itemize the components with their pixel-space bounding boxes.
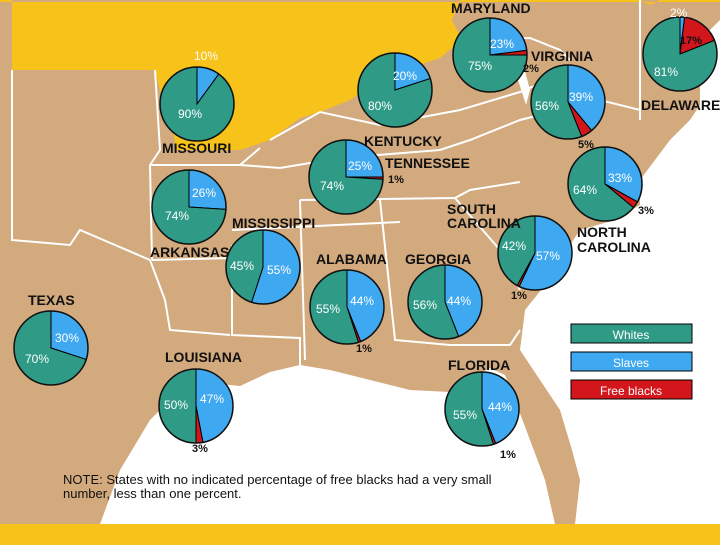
pie-label-whites-texas: 70% — [25, 352, 49, 366]
state-name-north-carolina: NORTH CAROLINA — [577, 224, 651, 255]
pie-texas: 70% 30% — [13, 310, 89, 386]
note-line-2: number, less than one percent. — [63, 486, 242, 501]
pie-label-whites-georgia: 56% — [413, 298, 437, 312]
pie-outline — [309, 269, 385, 345]
legend-slaves-swatch — [570, 351, 693, 372]
legend-free-blacks-swatch — [570, 379, 693, 400]
pie-label-free-north-carolina: 3% — [638, 205, 654, 217]
pie-label-whites-louisiana: 50% — [164, 398, 188, 412]
pie-label-free-florida: 1% — [500, 449, 516, 461]
pie-outline — [530, 64, 606, 140]
pie-south-carolina: 42% 57% 1% — [497, 215, 573, 302]
state-name-virginia: VIRGINIA — [531, 48, 593, 64]
pie-label-slaves-delaware: 2% — [670, 6, 688, 20]
legend-whites-swatch — [570, 323, 693, 344]
pie-mississippi: 45% 55% — [225, 229, 301, 305]
pie-kentucky: 80% 20% — [357, 52, 433, 128]
pie-outline — [159, 66, 235, 142]
pie-maryland: 75% 23% 2% — [452, 17, 539, 93]
pie-georgia: 56% 44% — [407, 264, 483, 340]
pie-label-slaves-virginia: 39% — [569, 90, 593, 104]
pie-label-whites-alabama: 55% — [316, 302, 340, 316]
legend: Whites Slaves Free blacks — [570, 323, 693, 400]
pie-label-whites-florida: 55% — [453, 408, 477, 422]
state-name-texas: TEXAS — [28, 292, 75, 308]
pie-label-slaves-north-carolina: 33% — [608, 171, 632, 185]
pie-label-slaves-texas: 30% — [55, 331, 79, 345]
pie-label-free-virginia: 5% — [578, 139, 594, 151]
pie-tennessee: 74% 25% 1% — [308, 139, 404, 215]
pie-north-carolina: 64% 33% 3% — [567, 146, 654, 222]
pie-outline — [13, 310, 89, 386]
pie-label-slaves-georgia: 44% — [447, 294, 471, 308]
pie-arkansas: 74%26% — [151, 169, 227, 245]
pie-delaware: 81% 2% 17% — [642, 6, 718, 92]
pie-label-slaves-maryland: 23% — [490, 37, 514, 51]
state-name-alabama: ALABAMA — [316, 251, 387, 267]
pie-outline — [407, 264, 483, 340]
pie-outline — [452, 17, 528, 93]
pie-outline — [497, 215, 573, 291]
state-name-delaware: DELAWARE — [641, 97, 720, 113]
pie-label-slaves-louisiana: 47% — [200, 392, 224, 406]
pie-label-slaves-mississippi: 55% — [267, 263, 291, 277]
pie-label-slaves-south-carolina: 57% — [536, 249, 560, 263]
state-name-arkansas: ARKANSAS — [150, 244, 229, 260]
pie-label-whites-missouri: 90% — [178, 107, 202, 121]
pie-outline — [444, 371, 520, 447]
pie-outline — [308, 139, 384, 215]
pie-label-slaves-arkansas: 26% — [192, 186, 216, 200]
pie-label-free-maryland: 2% — [523, 63, 539, 75]
pie-label-slaves-alabama: 44% — [350, 294, 374, 308]
pie-missouri: 90% 10% — [159, 49, 235, 142]
pie-label-free-south-carolina: 1% — [511, 290, 527, 302]
pie-outline — [151, 169, 227, 245]
pie-louisiana: 50% 47% 3% — [158, 368, 234, 455]
pie-florida: 55% 44% 1% — [444, 371, 520, 461]
pie-outline — [567, 146, 643, 222]
pie-label-whites-kentucky: 80% — [368, 99, 392, 113]
pie-label-whites-north-carolina: 64% — [573, 183, 597, 197]
pie-outline — [642, 16, 718, 92]
state-name-tennessee: TENNESSEE — [385, 155, 470, 171]
pie-outline — [357, 52, 433, 128]
state-name-georgia: GEORGIA — [405, 251, 471, 267]
state-name-kentucky: KENTUCKY — [364, 133, 442, 149]
pie-label-whites-delaware: 81% — [654, 65, 678, 79]
pie-label-whites-arkansas: 74% — [165, 209, 189, 223]
pie-label-free-tennessee: 1% — [388, 174, 404, 186]
legend-slaves-label: Slaves — [613, 356, 649, 370]
pie-label-slaves-florida: 44% — [488, 400, 512, 414]
pie-virginia: 56% 39% 5% — [530, 64, 606, 151]
pie-label-free-louisiana: 3% — [192, 443, 208, 455]
pie-label-slaves-tennessee: 25% — [348, 159, 372, 173]
pie-label-whites-south-carolina: 42% — [502, 239, 526, 253]
pie-label-slaves-kentucky: 20% — [393, 69, 417, 83]
note-line-1: NOTE: States with no indicated percentag… — [63, 472, 492, 487]
pie-label-whites-mississippi: 45% — [230, 259, 254, 273]
state-name-missouri: MISSOURI — [162, 140, 231, 156]
state-name-florida: FLORIDA — [448, 357, 510, 373]
state-name-louisiana: LOUISIANA — [165, 349, 242, 365]
state-name-south-carolina: SOUTH CAROLINA — [447, 201, 521, 231]
pie-label-free-alabama: 1% — [356, 343, 372, 355]
state-name-maryland: MARYLAND — [451, 0, 531, 16]
state-name-mississippi: MISSISSIPPI — [232, 215, 315, 231]
pie-outline — [225, 229, 301, 305]
pie-label-whites-tennessee: 74% — [320, 179, 344, 193]
pie-outline — [158, 368, 234, 444]
legend-free-blacks-label: Free blacks — [600, 384, 662, 398]
pie-label-whites-maryland: 75% — [468, 59, 492, 73]
pie-label-free-delaware: 17% — [680, 35, 702, 47]
pie-label-slaves-missouri: 10% — [194, 49, 218, 63]
legend-whites-label: Whites — [613, 328, 650, 342]
pie-label-whites-virginia: 56% — [535, 99, 559, 113]
pie-alabama: 55% 44% 1% — [309, 269, 385, 355]
